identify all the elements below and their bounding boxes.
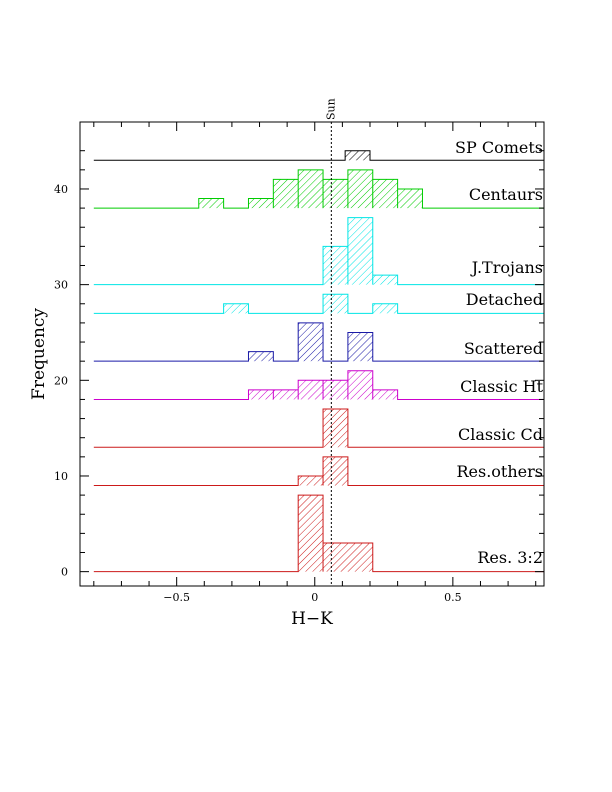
histogram-bin-fill (372, 275, 398, 285)
histogram-bin-fill (248, 198, 274, 209)
series-label: J.Trojans (470, 258, 543, 277)
histogram-bin-fill (372, 303, 398, 314)
histogram-outline (93, 370, 544, 400)
histogram-outline (93, 456, 544, 487)
histogram-bin-fill (397, 188, 423, 209)
histogram-bin-fill (323, 179, 348, 209)
series-label: SP Comets (455, 138, 543, 157)
histogram-bin-fill (323, 542, 373, 572)
histogram-outline (93, 217, 544, 286)
histogram-bin-fill (298, 322, 324, 362)
series-label: Classic Cd (458, 425, 543, 444)
series-res-3-2: Res. 3:2 (93, 494, 544, 573)
series-layer: SP Comets Centaurs J.Trojans Detached Scatte… (93, 138, 544, 573)
series-label: Classic Ht (460, 377, 543, 396)
series-classic-ht: Classic Ht (93, 370, 544, 400)
x-axis-title: H−K (291, 609, 333, 629)
y-tick-label: 40 (54, 183, 68, 196)
histogram-bin-fill (248, 351, 274, 362)
histogram-outline (93, 322, 544, 362)
y-tick-label: 0 (61, 566, 68, 579)
histogram-bin-fill (323, 246, 348, 285)
histogram-bin-fill (198, 198, 224, 209)
plot-frame (79, 121, 545, 587)
histogram-bin-fill (372, 179, 398, 209)
series-label: Scattered (464, 339, 543, 358)
y-tick-label: 10 (54, 470, 68, 483)
histogram-bin-fill (273, 179, 299, 209)
series-label: Res.others (456, 462, 543, 481)
histogram-bin-fill (347, 217, 373, 285)
series-label: Detached (466, 290, 543, 309)
histogram-outline (93, 150, 544, 161)
axes: −0.5 0 0.5 0 10 20 30 40 (54, 121, 545, 604)
histogram-bin-fill (248, 389, 274, 400)
histogram-bin-fill (323, 409, 348, 448)
histogram-bin-fill (298, 495, 324, 572)
series-scattered: Scattered (93, 322, 544, 362)
histogram-outline (93, 169, 544, 209)
sun-label: Sun (324, 98, 337, 120)
histogram-bin-fill (323, 456, 348, 486)
histogram-outline (93, 293, 544, 314)
histogram-bin-fill (273, 389, 299, 400)
x-tick-label: 0 (311, 591, 318, 604)
series-j-trojans: J.Trojans (93, 217, 544, 286)
series-classic-cd: Classic Cd (93, 408, 544, 448)
histogram-bin-fill (298, 380, 324, 400)
series-sp-comets: SP Comets (93, 138, 544, 161)
histogram-bin-fill (323, 380, 348, 400)
histogram-bin-fill (372, 389, 398, 400)
histogram-bin-fill (323, 294, 348, 314)
histogram-bin-fill (347, 332, 373, 362)
series-res-others: Res.others (93, 456, 544, 487)
y-axis-title: Frequency (29, 308, 49, 400)
series-label: Centaurs (469, 185, 543, 204)
x-tick-label: −0.5 (163, 591, 190, 604)
reference-layer: Sun (324, 98, 337, 586)
series-detached: Detached (93, 290, 544, 314)
histogram-bin-fill (347, 169, 373, 209)
histogram-bin-fill (298, 169, 324, 209)
y-tick-label: 20 (54, 374, 68, 387)
histogram-bin-fill (345, 150, 370, 161)
series-label: Res. 3:2 (477, 548, 543, 567)
y-tick-label: 30 (54, 279, 68, 292)
histogram-outline (93, 408, 544, 448)
histogram-outline (93, 494, 544, 573)
histogram-bin-fill (298, 475, 324, 486)
series-centaurs: Centaurs (93, 169, 544, 209)
histogram-bin-fill (347, 370, 373, 400)
histogram-bin-fill (223, 303, 249, 314)
x-tick-label: 0.5 (444, 591, 462, 604)
